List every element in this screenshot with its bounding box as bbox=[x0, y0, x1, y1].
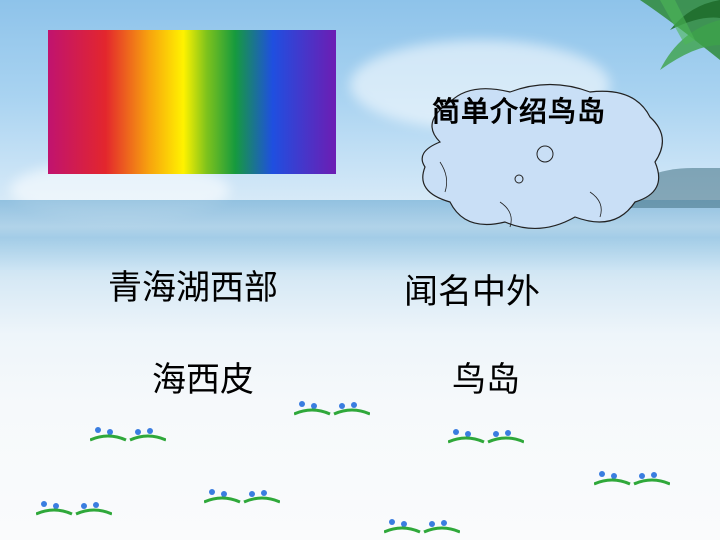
flower-decoration-icon bbox=[594, 471, 670, 486]
right-line-1: 闻名中外 bbox=[404, 272, 540, 312]
right-line-2: 鸟岛 bbox=[452, 360, 520, 400]
left-line-2: 海西皮 bbox=[152, 360, 254, 400]
bubble-title: 简单介绍鸟岛 bbox=[432, 95, 607, 128]
flower-decoration-icon bbox=[90, 427, 166, 442]
flower-decoration-icon bbox=[294, 401, 370, 416]
flower-decoration-icon bbox=[384, 519, 460, 534]
rainbow-image bbox=[48, 30, 336, 174]
flower-decoration-icon bbox=[448, 429, 524, 444]
flower-decoration-icon bbox=[36, 501, 112, 516]
left-line-1: 青海湖西部 bbox=[108, 268, 278, 308]
palm-leaves-icon bbox=[640, 0, 720, 70]
flower-decoration-icon bbox=[204, 489, 280, 504]
thought-bubble-icon bbox=[421, 83, 663, 230]
